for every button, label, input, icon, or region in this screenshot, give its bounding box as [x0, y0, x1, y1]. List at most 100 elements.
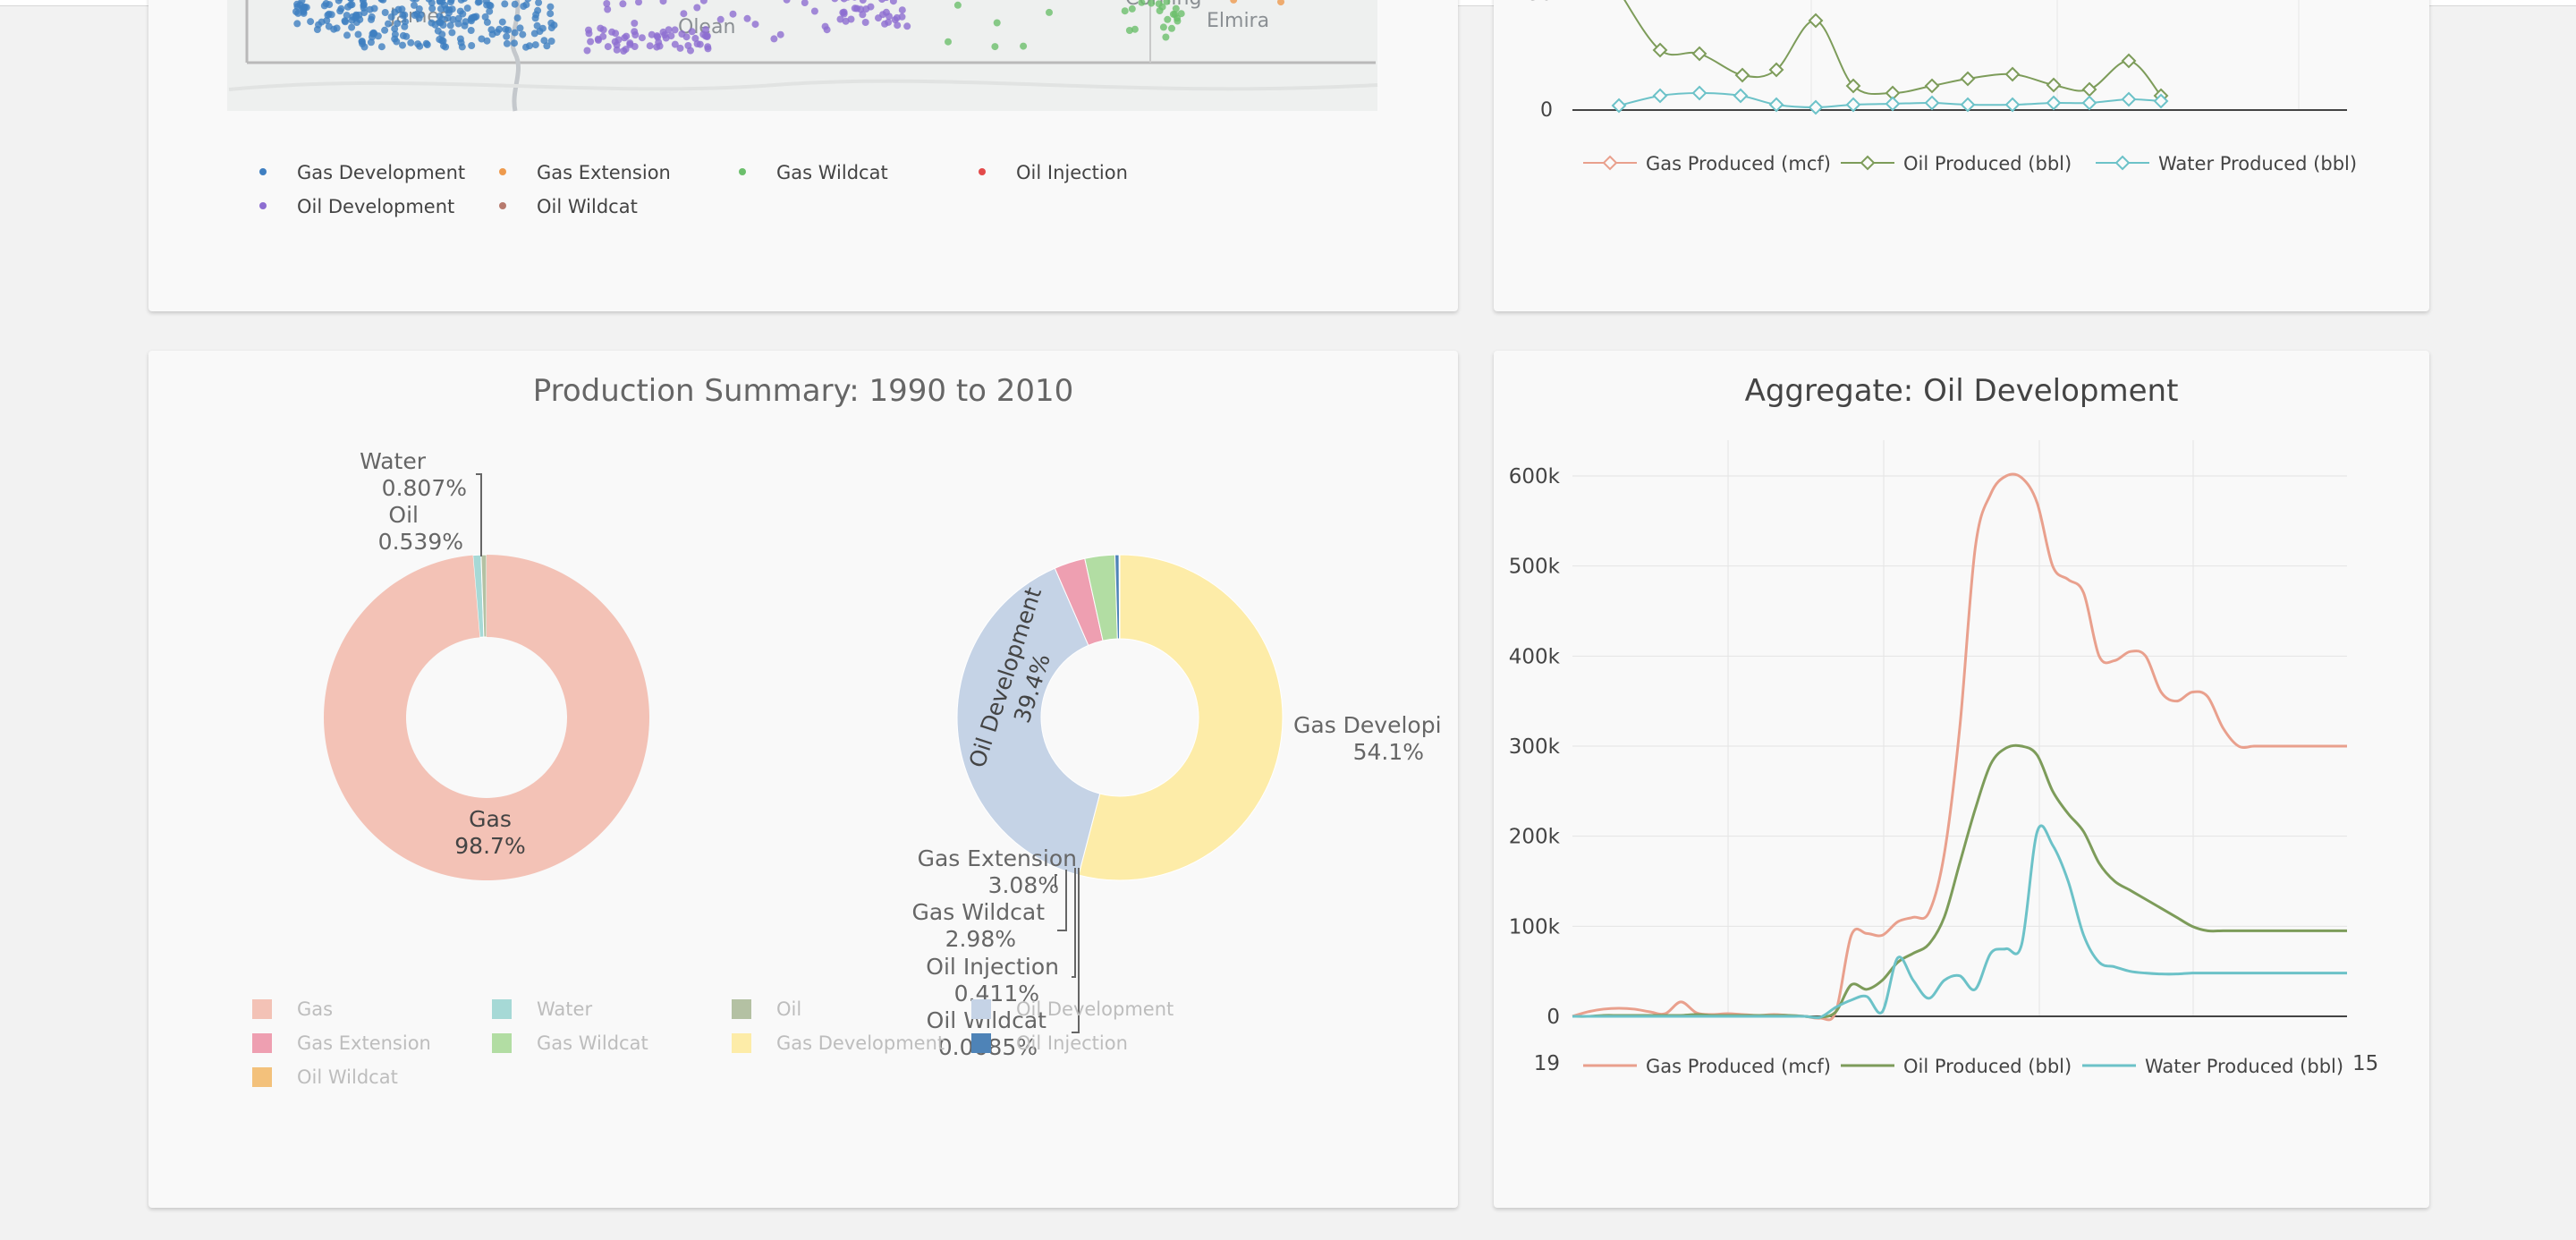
production-timeline-chart: 50 0 Gas Produced (mcf) Oil Produced (bbl) W… — [1528, 0, 2357, 174]
well-dot — [336, 7, 344, 15]
aggregate-legend-label[interactable]: Oil Produced (bbl) — [1903, 1056, 2072, 1077]
pie2-slice[interactable] — [1078, 554, 1284, 881]
aggregate-legend-label[interactable]: Gas Produced (mcf) — [1646, 1056, 1831, 1077]
pie2-slice[interactable] — [1118, 554, 1121, 640]
summary-legend-swatch[interactable] — [971, 1033, 991, 1053]
timeline-legend-marker — [1860, 155, 1876, 171]
well-dot — [391, 30, 399, 38]
summary-legend-label[interactable]: Water — [537, 998, 592, 1020]
pie2-label-value: 2.98% — [945, 926, 1016, 952]
well-dot — [623, 32, 631, 40]
well-dot — [604, 43, 612, 51]
pie2-slice[interactable] — [956, 567, 1101, 876]
road — [228, 79, 1378, 91]
well-dot — [360, 9, 369, 17]
y-tick-label: 400k — [1509, 645, 1561, 668]
map-legend-label[interactable]: Oil Wildcat — [537, 196, 638, 217]
well-dot — [320, 2, 328, 10]
well-dot — [597, 24, 605, 32]
pie2-label-name: Gas Developi — [1293, 712, 1442, 738]
summary-legend-swatch[interactable] — [252, 1033, 272, 1053]
well-dot — [1164, 15, 1172, 23]
water-produced-marker — [2004, 97, 2021, 113]
well-dot — [678, 30, 686, 38]
oil-produced-marker — [1768, 62, 1784, 78]
aggregate-legend-label[interactable]: Water Produced (bbl) — [2145, 1056, 2343, 1077]
timeline-legend-label[interactable]: Water Produced (bbl) — [2158, 153, 2357, 174]
well-dot — [458, 43, 466, 51]
well-dot — [335, 0, 343, 4]
summary-legend-swatch[interactable] — [492, 999, 512, 1019]
well-dot — [1138, 0, 1146, 6]
place-label: Elmira — [1207, 10, 1269, 32]
map-legend-marker[interactable] — [259, 202, 267, 209]
y-tick-label: 100k — [1509, 915, 1561, 938]
summary-legend-label[interactable]: Oil — [776, 998, 801, 1020]
map-legend-label[interactable]: Gas Extension — [537, 162, 671, 183]
well-dot — [684, 42, 692, 49]
map-legend-label[interactable]: Gas Wildcat — [776, 162, 888, 183]
map-legend-label[interactable]: Oil Development — [297, 196, 454, 217]
well-dot — [693, 40, 701, 47]
summary-legend-label[interactable]: Oil Development — [1016, 998, 1174, 1020]
well-dot — [412, 0, 420, 3]
pie1-slice[interactable] — [324, 555, 650, 881]
summary-legend-label[interactable]: Oil Injection — [1016, 1032, 1128, 1054]
map-legend-marker[interactable] — [499, 168, 506, 175]
well-dot — [445, 9, 453, 17]
well-dot — [898, 6, 906, 14]
summary-legend-swatch[interactable] — [492, 1033, 512, 1053]
map-legend-marker[interactable] — [499, 202, 506, 209]
well-dot — [699, 0, 708, 4]
well-dot — [603, 0, 611, 7]
summary-legend-label[interactable]: Oil Wildcat — [297, 1066, 398, 1088]
well-dot — [441, 0, 446, 2]
map-legend-label[interactable]: Gas Development — [297, 162, 465, 183]
timeline-legend-label[interactable]: Oil Produced (bbl) — [1903, 153, 2072, 174]
well-dot — [511, 29, 519, 37]
well-dot — [543, 42, 551, 50]
well-dot — [377, 43, 386, 51]
summary-legend-label[interactable]: Gas — [297, 998, 333, 1020]
oil-produced-marker — [1845, 78, 1861, 94]
summary-legend-label[interactable]: Gas Extension — [297, 1032, 431, 1054]
well-dot — [522, 43, 530, 51]
well-dot — [385, 20, 392, 28]
water-produced-marker — [2153, 93, 2169, 109]
well-dot — [646, 42, 654, 50]
summary-legend-swatch[interactable] — [732, 1033, 751, 1053]
well-dot — [1177, 10, 1185, 18]
summary-legend-swatch[interactable] — [732, 999, 751, 1019]
well-dot — [533, 21, 541, 30]
map-legend-marker[interactable] — [979, 168, 986, 175]
chart-title: Aggregate: Oil Development — [1745, 373, 2179, 409]
well-dot — [360, 43, 369, 51]
well-dot — [503, 39, 511, 47]
map-legend-marker[interactable] — [739, 168, 746, 175]
well-dot — [635, 0, 642, 6]
summary-legend-swatch[interactable] — [252, 999, 272, 1019]
well-dot — [599, 32, 607, 40]
well-dot — [583, 47, 591, 55]
summary-legend-label[interactable]: Gas Wildcat — [537, 1032, 648, 1054]
well-dot — [688, 28, 696, 36]
well-dot — [840, 10, 848, 18]
well-dot — [416, 42, 424, 50]
map-legend-marker[interactable] — [259, 168, 267, 175]
well-dot — [399, 41, 406, 49]
well-dot — [851, 4, 859, 13]
well-dot — [454, 14, 462, 22]
map-svg: JamesOleanCorningElmiraGas DevelopmentGa… — [227, 0, 1378, 217]
series-line — [1572, 824, 2347, 1020]
well-dot — [347, 0, 354, 3]
summary-legend-swatch[interactable] — [252, 1067, 272, 1087]
well-dot — [487, 2, 495, 10]
map-legend-label[interactable]: Oil Injection — [1016, 162, 1128, 183]
summary-legend-label[interactable]: Gas Development — [776, 1032, 945, 1054]
well-dot — [425, 0, 433, 3]
summary-legend-swatch[interactable] — [971, 999, 991, 1019]
timeline-legend-label[interactable]: Gas Produced (mcf) — [1646, 153, 1831, 174]
well-dot — [511, 39, 518, 47]
well-dot — [1172, 4, 1180, 13]
well-dot — [859, 11, 867, 19]
